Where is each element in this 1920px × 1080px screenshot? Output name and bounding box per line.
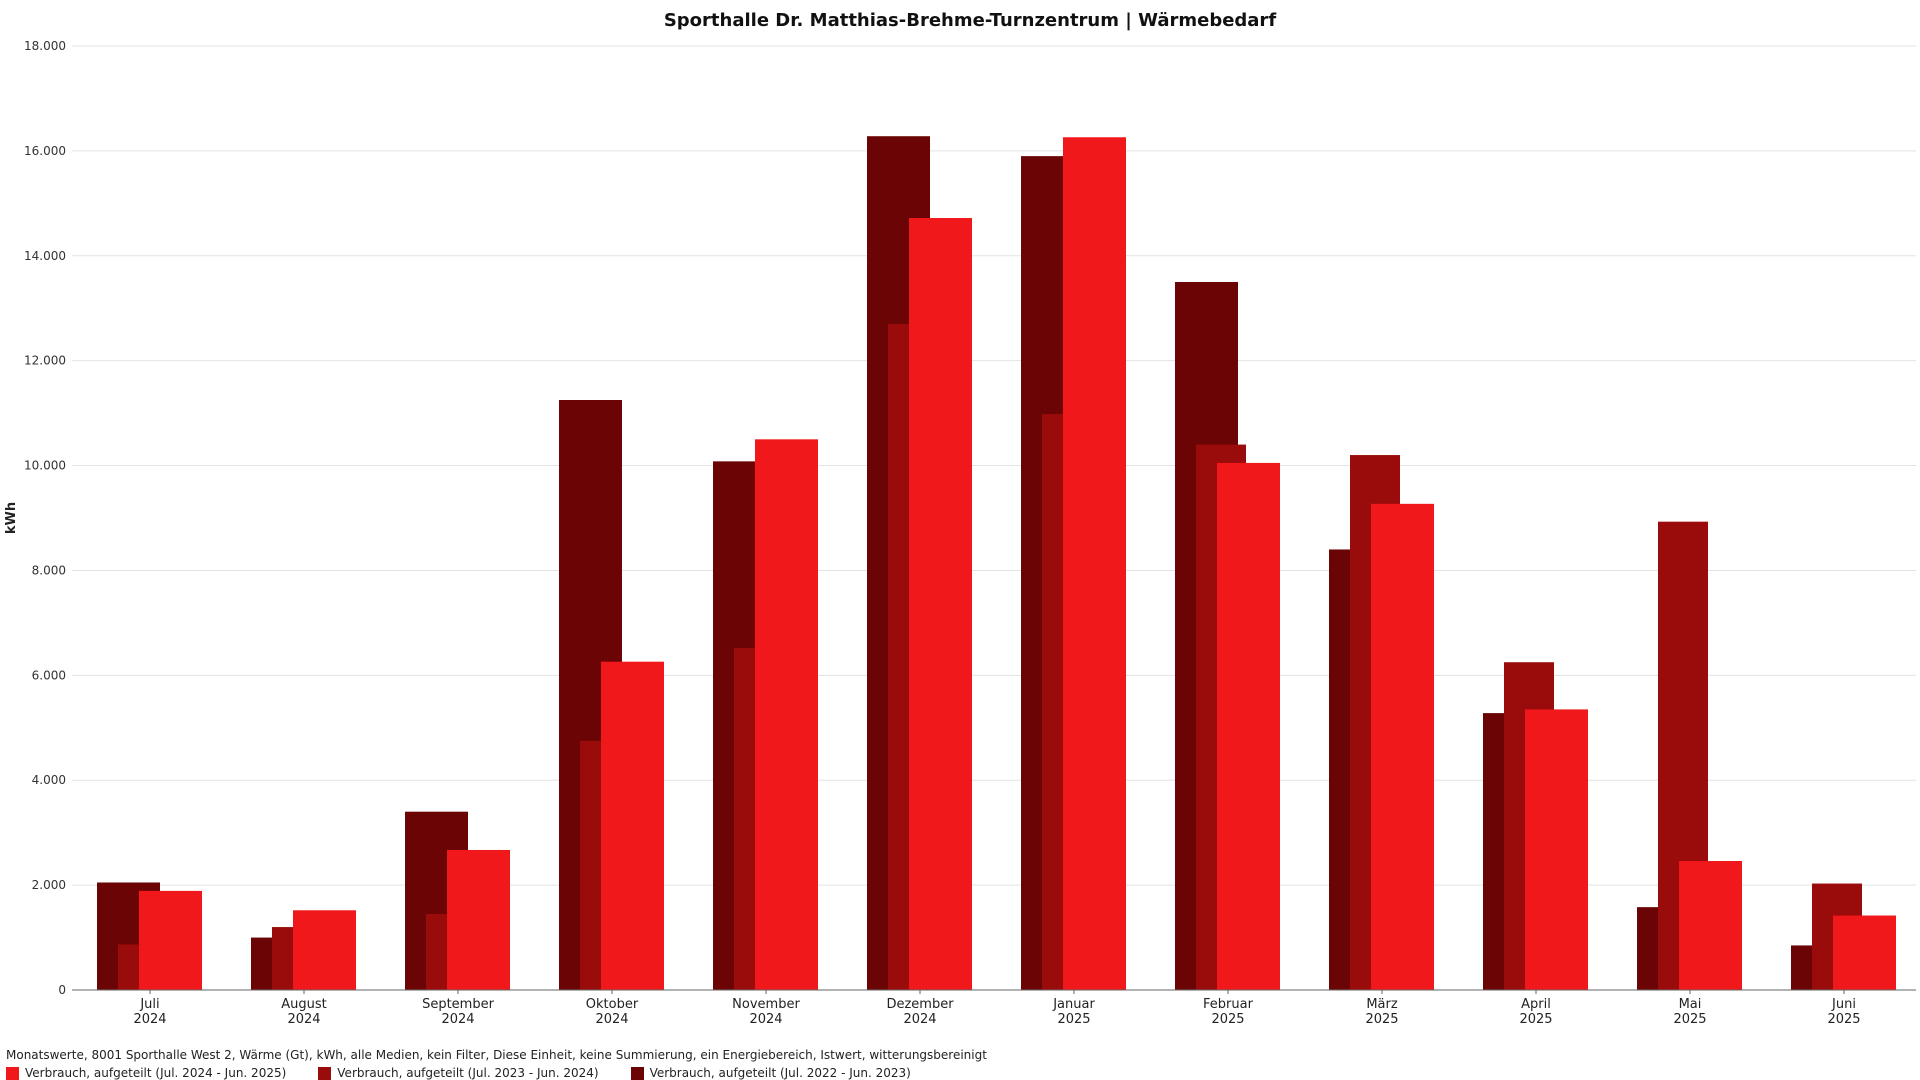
x-tick-label-month: Juni — [1831, 997, 1856, 1012]
bar[interactable] — [1833, 915, 1896, 990]
legend: Verbrauch, aufgeteilt (Jul. 2024 - Jun. … — [6, 1066, 943, 1080]
x-tick-label-month: März — [1366, 997, 1398, 1012]
y-tick-label: 0 — [58, 983, 66, 997]
legend-label: Verbrauch, aufgeteilt (Jul. 2024 - Jun. … — [25, 1066, 287, 1080]
x-tick-label-year: 2025 — [1365, 1012, 1398, 1027]
x-tick-label-year: 2024 — [595, 1012, 628, 1027]
bar[interactable] — [909, 218, 972, 991]
legend-label: Verbrauch, aufgeteilt (Jul. 2023 - Jun. … — [337, 1066, 599, 1080]
bar[interactable] — [1525, 709, 1588, 990]
x-tick-label-month: September — [422, 997, 495, 1012]
x-tick-label-year: 2025 — [1519, 1012, 1552, 1027]
x-axis-ticks: Juli2024August2024September2024Oktober20… — [133, 990, 1861, 1027]
x-tick-label-month: April — [1521, 997, 1551, 1012]
legend-swatch — [318, 1066, 332, 1080]
bar[interactable] — [1217, 462, 1280, 990]
legend-label: Verbrauch, aufgeteilt (Jul. 2022 - Jun. … — [649, 1066, 911, 1080]
x-tick-label-year: 2024 — [287, 1012, 320, 1027]
legend-swatch — [630, 1066, 644, 1080]
legend-item-2024-2025[interactable]: Verbrauch, aufgeteilt (Jul. 2024 - Jun. … — [6, 1066, 286, 1080]
y-tick-label: 14.000 — [24, 249, 66, 263]
x-tick-label-month: Juli — [139, 997, 159, 1012]
x-tick-label-year: 2024 — [441, 1012, 474, 1027]
bar[interactable] — [1679, 860, 1742, 990]
x-tick-label-month: August — [281, 997, 327, 1012]
legend-item-2023-2024[interactable]: Verbrauch, aufgeteilt (Jul. 2023 - Jun. … — [318, 1066, 599, 1080]
x-tick-label-month: Februar — [1203, 997, 1254, 1012]
bar[interactable] — [755, 439, 818, 990]
chart-title: Sporthalle Dr. Matthias-Brehme-Turnzentr… — [664, 10, 1276, 31]
bar[interactable] — [447, 849, 510, 990]
x-tick-label-month: Januar — [1052, 997, 1095, 1012]
y-tick-label: 8.000 — [32, 563, 66, 577]
x-tick-label-month: Oktober — [586, 997, 639, 1012]
y-tick-label: 10.000 — [24, 459, 66, 473]
gridlines — [72, 45, 1916, 886]
x-tick-label-year: 2025 — [1057, 1012, 1090, 1027]
x-tick-label-year: 2024 — [133, 1012, 166, 1027]
y-tick-label: 16.000 — [24, 144, 66, 158]
x-tick-label-year: 2025 — [1673, 1012, 1706, 1027]
bar[interactable] — [601, 661, 664, 990]
bars — [97, 136, 1896, 991]
bar[interactable] — [1371, 503, 1434, 990]
x-tick-label-month: Mai — [1679, 997, 1702, 1012]
x-tick-label-year: 2024 — [749, 1012, 782, 1027]
x-tick-label-month: November — [732, 997, 800, 1012]
bar[interactable] — [293, 910, 356, 990]
chart-footnote: Monatswerte, 8001 Sporthalle West 2, Wär… — [6, 1048, 987, 1062]
legend-swatch — [6, 1066, 19, 1080]
x-tick-label-year: 2025 — [1211, 1012, 1244, 1027]
legend-item-2022-2023[interactable]: Verbrauch, aufgeteilt (Jul. 2022 - Jun. … — [630, 1066, 911, 1080]
bar[interactable] — [139, 890, 202, 990]
x-tick-label-month: Dezember — [886, 997, 954, 1012]
y-tick-label: 12.000 — [24, 354, 66, 368]
y-axis-label: kWh — [4, 502, 19, 534]
x-tick-label-year: 2025 — [1827, 1012, 1860, 1027]
y-tick-label: 2.000 — [32, 878, 66, 892]
y-tick-label: 6.000 — [32, 668, 66, 682]
bar[interactable] — [1063, 137, 1126, 991]
y-axis-ticks: 0 2.000 4.000 6.000 8.000 10.000 12.000 14.000 1… — [24, 39, 66, 997]
y-tick-label: 18.000 — [24, 39, 66, 53]
y-tick-label: 4.000 — [32, 773, 66, 787]
x-tick-label-year: 2024 — [903, 1012, 936, 1027]
